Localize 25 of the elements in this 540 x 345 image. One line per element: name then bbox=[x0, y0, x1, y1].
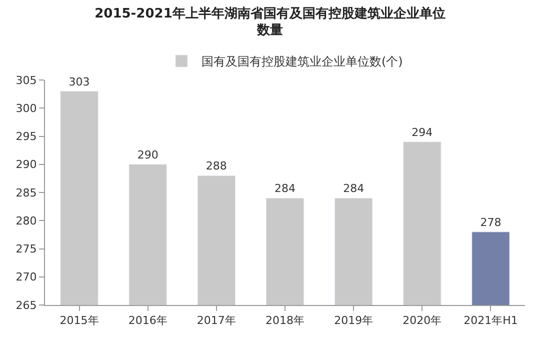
data-label: 288 bbox=[206, 160, 227, 173]
data-label: 284 bbox=[343, 182, 364, 196]
data-label: 294 bbox=[412, 126, 433, 139]
x-tick-label: 2017年 bbox=[196, 314, 236, 328]
y-tick-label: 280 bbox=[16, 214, 37, 228]
data-label: 303 bbox=[68, 75, 90, 88]
y-tick-label: 285 bbox=[16, 186, 37, 200]
y-tick-label: 275 bbox=[16, 242, 37, 256]
y-tick-label: 265 bbox=[16, 298, 37, 312]
y-tick-label: 290 bbox=[16, 158, 37, 172]
x-tick-label: 2015年 bbox=[60, 314, 99, 328]
y-tick-label: 305 bbox=[16, 74, 37, 87]
x-tick-label: 2019年 bbox=[334, 314, 374, 328]
data-label: 284 bbox=[274, 182, 296, 196]
x-tick-label: 2020年 bbox=[402, 314, 442, 328]
data-label: 278 bbox=[480, 216, 502, 229]
x-tick-label: 2018年 bbox=[266, 314, 304, 328]
x-tick-label: 2021年H1 bbox=[464, 314, 518, 328]
y-tick-label: 270 bbox=[16, 270, 37, 284]
y-tick-label: 295 bbox=[16, 130, 37, 144]
x-tick-label: 2016年 bbox=[128, 314, 168, 328]
y-tick-label: 300 bbox=[16, 102, 37, 115]
chart-title: 2015-2021年上半年湖南省国有及国有控股建筑业企业单位数量 bbox=[94, 5, 446, 38]
data-label: 290 bbox=[137, 148, 158, 162]
legend-label: 国有及国有控股建筑业企业单位数(个) bbox=[202, 54, 403, 69]
